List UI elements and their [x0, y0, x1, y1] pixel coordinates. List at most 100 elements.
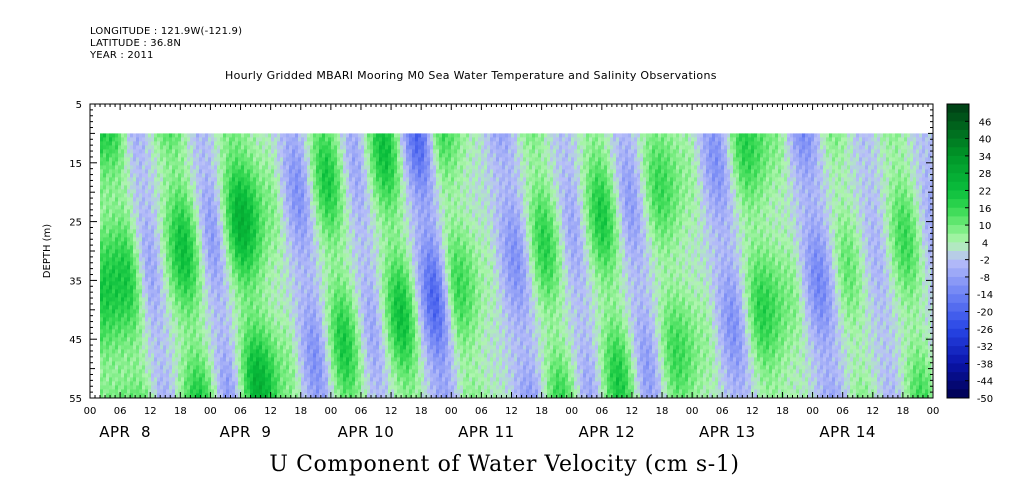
heatmap-cell — [295, 149, 299, 154]
heatmap-cell — [691, 141, 695, 146]
heatmap-cell — [571, 145, 575, 150]
heatmap-cell — [433, 177, 437, 182]
heatmap-cell — [625, 161, 629, 166]
heatmap-cell — [820, 193, 824, 198]
heatmap-cell — [868, 133, 872, 138]
heatmap-cell — [601, 149, 605, 154]
heatmap-cell — [457, 181, 461, 186]
heatmap-cell — [448, 161, 452, 166]
heatmap-cell — [721, 181, 725, 186]
heatmap-cell — [628, 153, 632, 158]
heatmap-cell — [322, 145, 326, 150]
heatmap-cell — [256, 189, 260, 194]
heatmap-cell — [682, 169, 686, 174]
heatmap-cell — [649, 173, 653, 178]
heatmap-cell — [805, 197, 809, 202]
heatmap-cell — [535, 185, 539, 190]
heatmap-cell — [403, 153, 407, 158]
heatmap-cell — [790, 149, 794, 154]
heatmap-cell — [148, 193, 152, 198]
heatmap-cell — [115, 153, 119, 158]
heatmap-cell — [361, 165, 365, 170]
heatmap-cell — [412, 169, 416, 174]
heatmap-cell — [310, 173, 314, 178]
heatmap-cell — [127, 137, 131, 142]
heatmap-cell — [241, 133, 245, 138]
heatmap-cell — [778, 141, 782, 146]
heatmap-cell — [397, 165, 401, 170]
heatmap-cell — [625, 193, 629, 198]
heatmap-cell — [625, 153, 629, 158]
heatmap-cell — [202, 173, 206, 178]
heatmap-cell — [508, 201, 512, 206]
heatmap-cell — [382, 133, 386, 138]
heatmap-cell — [817, 177, 821, 182]
heatmap-cell — [799, 157, 803, 162]
heatmap-cell — [613, 193, 617, 198]
heatmap-cell — [931, 133, 933, 138]
heatmap-cell — [460, 181, 464, 186]
heatmap-cell — [715, 185, 719, 190]
heatmap-cell — [625, 173, 629, 178]
heatmap-cell — [424, 197, 428, 202]
heatmap-cell — [418, 189, 422, 194]
heatmap-cell — [823, 173, 827, 178]
heatmap-cell — [262, 193, 266, 198]
heatmap-cell — [703, 149, 707, 154]
heatmap-cell — [670, 165, 674, 170]
heatmap-cell — [334, 197, 338, 202]
heatmap-cell — [787, 161, 791, 166]
heatmap-cell — [550, 145, 554, 150]
heatmap-cell — [679, 197, 683, 202]
heatmap-cell — [826, 157, 830, 162]
heatmap-cell — [361, 177, 365, 182]
heatmap-cell — [355, 189, 359, 194]
heatmap-cell — [589, 133, 593, 138]
heatmap-cell — [556, 165, 560, 170]
heatmap-cell — [769, 153, 773, 158]
heatmap-cell — [661, 141, 665, 146]
heatmap-cell — [502, 185, 506, 190]
heatmap-cell — [682, 157, 686, 162]
heatmap-cell — [727, 157, 731, 162]
heatmap-cell — [568, 153, 572, 158]
heatmap-cell — [757, 189, 761, 194]
heatmap-cell — [517, 177, 521, 182]
heatmap-cell — [553, 169, 557, 174]
heatmap-cell — [928, 169, 932, 174]
heatmap-cell — [541, 157, 545, 162]
heatmap-cell — [169, 177, 173, 182]
heatmap-cell — [547, 189, 551, 194]
heatmap-cell — [355, 149, 359, 154]
heatmap-cell — [601, 177, 605, 182]
heatmap-cell — [862, 193, 866, 198]
heatmap-cell — [367, 149, 371, 154]
heatmap-cell — [277, 141, 281, 146]
heatmap-cell — [682, 165, 686, 170]
heatmap-cell — [682, 201, 686, 206]
heatmap-cell — [112, 149, 116, 154]
heatmap-cell — [370, 145, 374, 150]
heatmap-cell — [430, 145, 434, 150]
heatmap-cell — [316, 157, 320, 162]
heatmap-cell — [607, 169, 611, 174]
heatmap-cell — [151, 161, 155, 166]
heatmap-cell — [481, 133, 485, 138]
heatmap-cell — [637, 149, 641, 154]
heatmap-cell — [877, 145, 881, 150]
heatmap-cell — [328, 161, 332, 166]
heatmap-cell — [139, 169, 143, 174]
heatmap-cell — [610, 177, 614, 182]
heatmap-cell — [157, 189, 161, 194]
heatmap-cell — [235, 169, 239, 174]
heatmap-cell — [448, 169, 452, 174]
heatmap-cell — [649, 201, 653, 206]
heatmap-cell — [277, 157, 281, 162]
heatmap-cell — [325, 153, 329, 158]
heatmap-cell — [538, 165, 542, 170]
heatmap-cell — [820, 169, 824, 174]
heatmap-cell — [469, 201, 473, 206]
heatmap-cell — [901, 177, 905, 182]
heatmap-cell — [400, 201, 404, 206]
heatmap-cell — [442, 201, 446, 206]
